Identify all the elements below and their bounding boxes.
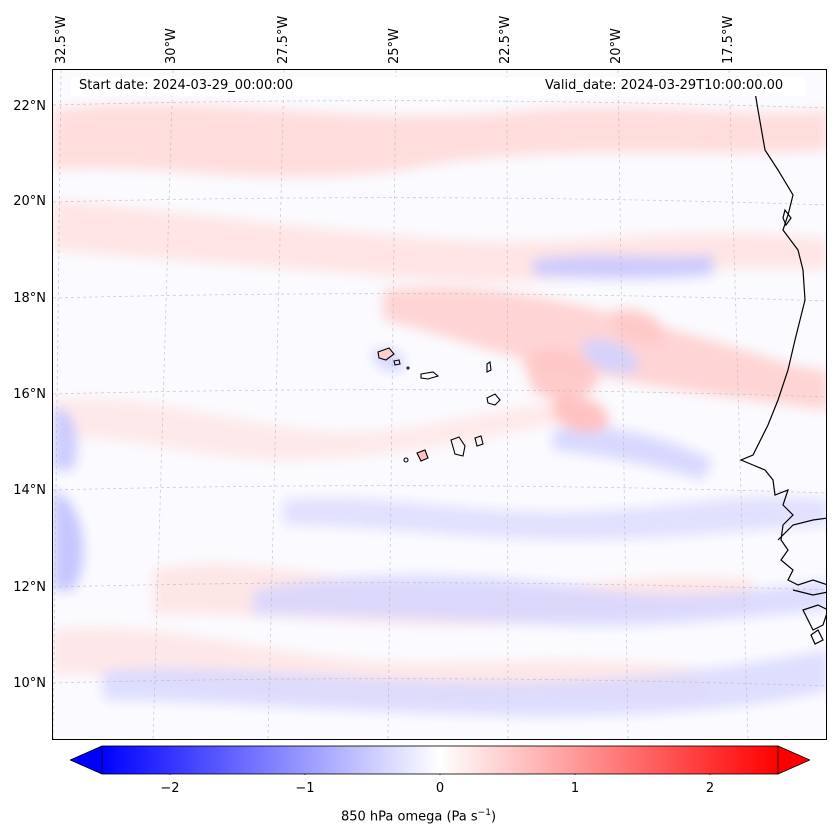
- lat-label-20n: 20°N: [13, 194, 46, 209]
- negative-band: [103, 650, 826, 717]
- positive-band: [53, 104, 826, 178]
- negative-cell: [583, 339, 639, 375]
- start-date-label: Start date: 2024-03-29_00:00:00: [79, 78, 294, 93]
- lon-label-20w: 20°W: [609, 28, 624, 64]
- positive-cell: [613, 309, 664, 345]
- colorbar: [69, 745, 811, 779]
- lon-label-30w: 30°W: [164, 28, 179, 64]
- colorbar-label: 850 hPa omega (Pa s−1): [340, 808, 497, 825]
- omega-field: [53, 70, 826, 739]
- negative-band: [253, 575, 826, 626]
- lon-label-25w: 25°W: [387, 28, 402, 64]
- lat-label-12n: 12°N: [13, 580, 46, 595]
- lon-label-17-5w: 17.5°W: [721, 15, 736, 64]
- negative-band: [283, 496, 826, 540]
- negative-band: [53, 490, 84, 590]
- lat-label-10n: 10°N: [13, 676, 46, 691]
- positive-band: [53, 397, 573, 460]
- colorbar-extend-high: [777, 745, 811, 775]
- omega-map: [52, 69, 827, 740]
- lon-label-27-5w: 27.5°W: [276, 15, 291, 64]
- negative-band: [533, 255, 713, 279]
- valid-date-label: Valid_date: 2024-03-29T10:00:00.00: [545, 78, 784, 93]
- colorbar-tick: −1: [295, 781, 315, 796]
- negative-band: [553, 427, 713, 480]
- gridlines: [53, 70, 826, 739]
- colorbar-extend-low: [69, 745, 103, 775]
- cape-verde-islands: [377, 347, 501, 463]
- lon-label-22-5w: 22.5°W: [498, 15, 513, 64]
- positive-cell: [523, 350, 598, 399]
- colorbar-tick: −2: [160, 781, 180, 796]
- african-coastline: [739, 79, 826, 645]
- date-info-bar: [71, 77, 806, 96]
- lat-label-16n: 16°N: [13, 387, 46, 402]
- lon-label-32-5w: 32.5°W: [54, 15, 69, 64]
- positive-cell: [553, 396, 609, 433]
- colorbar-tick: 1: [570, 781, 580, 796]
- negative-band: [53, 408, 77, 470]
- lat-label-14n: 14°N: [13, 483, 46, 498]
- lat-label-22n: 22°N: [13, 99, 46, 114]
- lat-label-18n: 18°N: [13, 291, 46, 306]
- colorbar-tick: 2: [705, 781, 715, 796]
- colorbar-gradient: [101, 745, 779, 775]
- colorbar-tick: 0: [435, 781, 445, 796]
